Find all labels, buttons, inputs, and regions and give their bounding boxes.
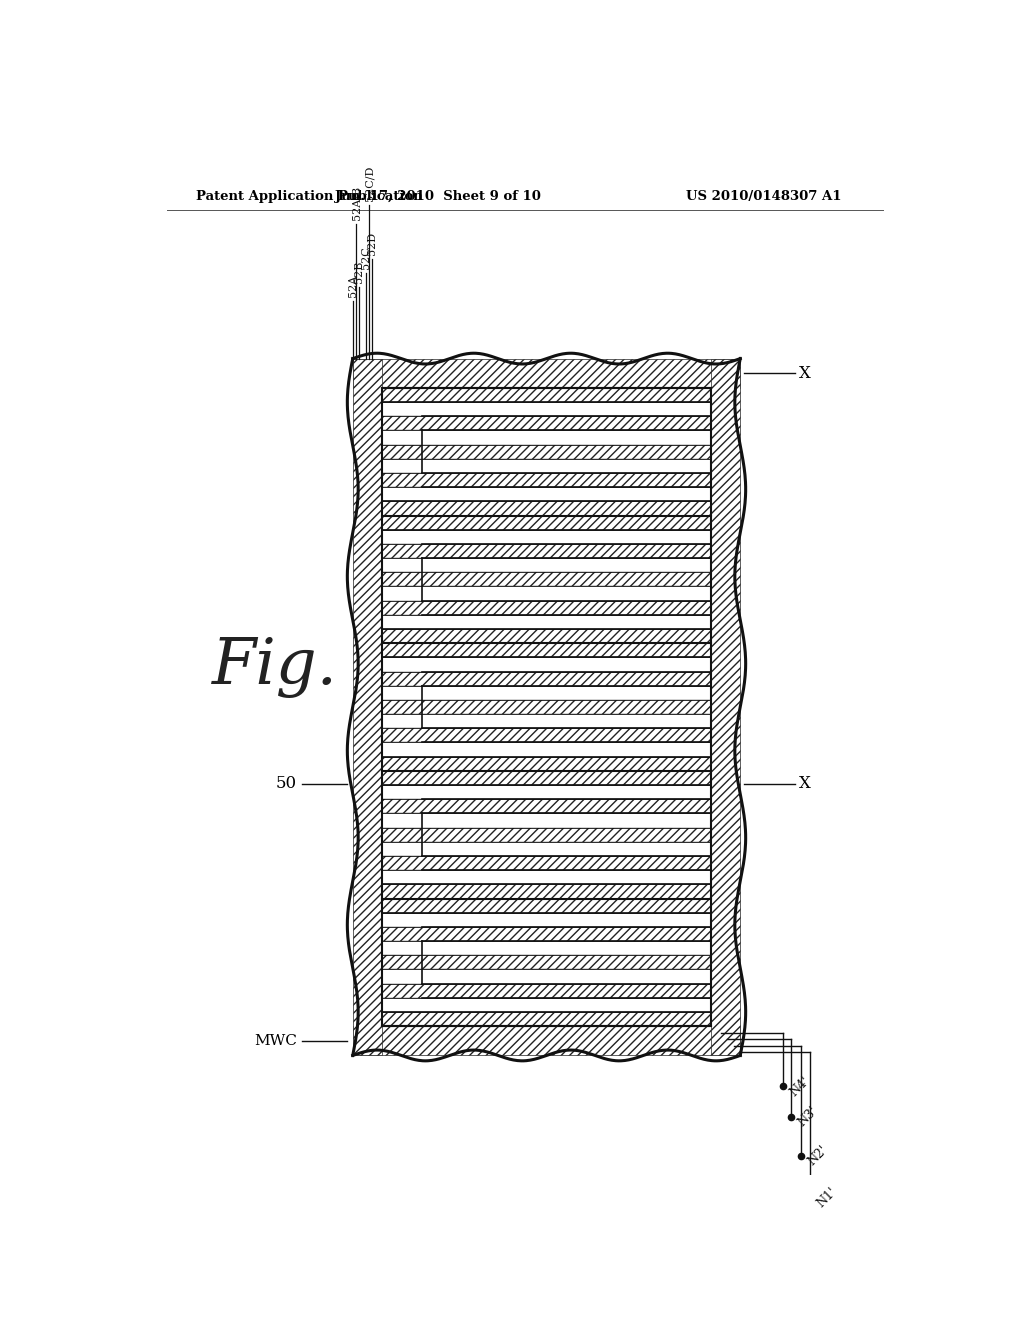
Bar — [382, 473, 711, 487]
Bar — [382, 630, 711, 643]
Bar — [382, 516, 711, 529]
Text: Patent Application Publication: Patent Application Publication — [197, 190, 423, 203]
Bar — [352, 359, 382, 1056]
Text: US 2010/0148307 A1: US 2010/0148307 A1 — [686, 190, 842, 203]
Text: 52D: 52D — [368, 232, 378, 256]
Bar — [382, 700, 711, 714]
Bar — [711, 359, 740, 1056]
Text: 52C/D: 52C/D — [365, 165, 374, 201]
Text: N3': N3' — [796, 1105, 820, 1130]
Bar — [382, 899, 711, 1026]
Bar — [382, 573, 711, 586]
Text: N1': N1' — [815, 1185, 840, 1210]
Bar — [382, 544, 711, 558]
Text: 52A: 52A — [348, 275, 357, 297]
Bar — [382, 388, 711, 516]
Bar — [382, 855, 711, 870]
Bar — [382, 828, 711, 842]
Text: N4': N4' — [787, 1073, 813, 1098]
Text: 52A/B: 52A/B — [351, 186, 361, 220]
Text: X: X — [799, 364, 811, 381]
Bar — [382, 771, 711, 899]
Bar — [382, 983, 711, 998]
Bar — [382, 799, 711, 813]
Bar — [352, 359, 740, 388]
Bar — [382, 416, 711, 430]
Text: 52C: 52C — [360, 247, 371, 269]
Text: N2': N2' — [805, 1143, 830, 1168]
Bar — [382, 771, 711, 785]
Text: 52B: 52B — [354, 261, 365, 284]
Bar — [382, 729, 711, 742]
Bar — [382, 643, 711, 771]
Text: 50: 50 — [275, 775, 297, 792]
Bar — [382, 388, 711, 403]
Bar — [382, 672, 711, 686]
Bar — [382, 643, 711, 657]
Bar — [382, 502, 711, 516]
Bar — [352, 359, 740, 1056]
Text: Jun. 17, 2010  Sheet 9 of 10: Jun. 17, 2010 Sheet 9 of 10 — [335, 190, 541, 203]
Text: MWC: MWC — [254, 1034, 297, 1048]
Bar — [382, 388, 711, 1026]
Text: X: X — [799, 775, 811, 792]
Bar — [382, 927, 711, 941]
Bar — [382, 601, 711, 615]
Text: Fig. 9: Fig. 9 — [212, 636, 398, 697]
Bar — [382, 884, 711, 899]
Bar — [382, 899, 711, 912]
Bar — [382, 1012, 711, 1026]
Bar — [382, 756, 711, 771]
Bar — [352, 1026, 740, 1056]
Bar — [382, 956, 711, 969]
Bar — [382, 516, 711, 643]
Bar — [382, 445, 711, 459]
